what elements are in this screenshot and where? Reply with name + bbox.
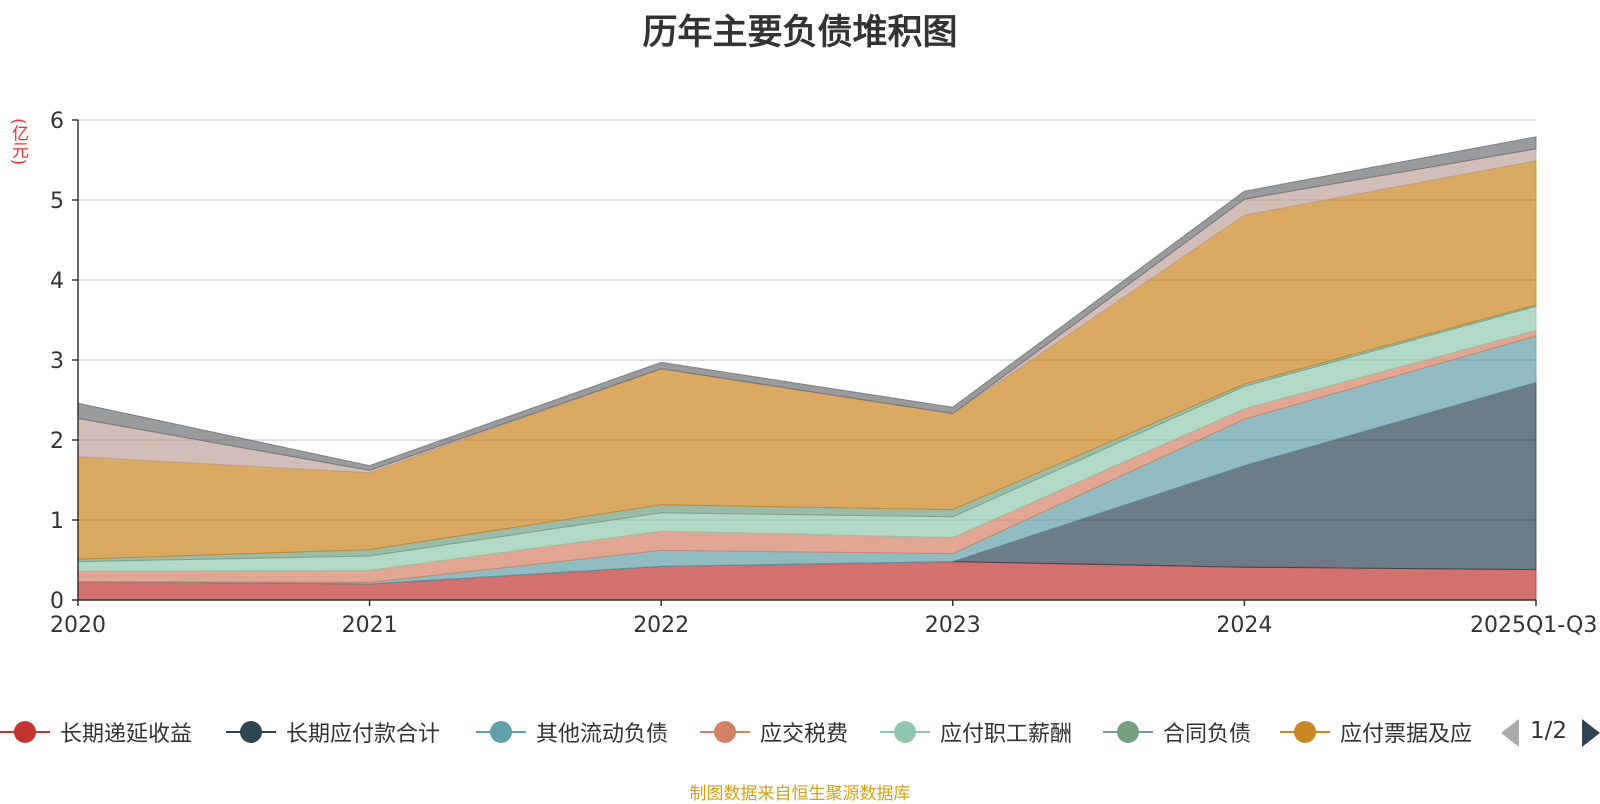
y-tick-label: 4 bbox=[50, 269, 64, 294]
legend-item[interactable]: 长期应付款合计 bbox=[226, 712, 440, 752]
x-tick-label: 2020 bbox=[50, 613, 106, 638]
legend-item[interactable]: 合同负债 bbox=[1103, 712, 1251, 752]
x-tick-label: 2025Q1-Q3 bbox=[1470, 613, 1597, 638]
y-tick-label: 0 bbox=[50, 589, 64, 614]
x-tick-label: 2022 bbox=[633, 613, 689, 638]
legend-swatch-icon bbox=[226, 720, 276, 744]
legend-page-indicator: 1/2 bbox=[1530, 718, 1568, 744]
legend-item[interactable]: 其他流动负债 bbox=[476, 712, 668, 752]
axes bbox=[72, 119, 1537, 606]
tick-labels: 0 1 2 3 4 5 6 2020 2021 2022 2023 2024 2025Q1-Q3 bbox=[50, 109, 1597, 638]
x-tick-label: 2021 bbox=[342, 613, 398, 638]
area-series bbox=[77, 136, 1537, 601]
y-tick-label: 2 bbox=[50, 429, 64, 454]
x-tick-label: 2023 bbox=[925, 613, 981, 638]
legend-prev-page-icon[interactable] bbox=[1501, 719, 1519, 747]
data-source-note: 制图数据来自恒生聚源数据库 bbox=[689, 784, 911, 804]
legend-label: 应付票据及应 bbox=[1340, 722, 1473, 747]
legend-label: 其他流动负债 bbox=[536, 722, 669, 747]
y-tick-label: 3 bbox=[50, 349, 64, 374]
legend-item[interactable]: 应交税费 bbox=[700, 712, 848, 752]
legend-item[interactable]: 长期递延收益 bbox=[0, 712, 192, 752]
y-axis-unit-label: (亿元) bbox=[8, 118, 28, 166]
x-tick-label: 2024 bbox=[1216, 613, 1272, 638]
legend-swatch-icon bbox=[1280, 720, 1330, 744]
area-series-9[interactable] bbox=[77, 136, 1537, 471]
legend-label: 合同负债 bbox=[1163, 722, 1252, 747]
legend-next-page-icon[interactable] bbox=[1582, 719, 1600, 747]
legend-item[interactable]: 应付职工薪酬 bbox=[880, 712, 1072, 752]
y-tick-label: 6 bbox=[50, 109, 64, 134]
legend-swatch-icon bbox=[476, 720, 526, 744]
legend-swatch-icon bbox=[880, 720, 930, 744]
legend-label: 长期应付款合计 bbox=[286, 722, 441, 747]
legend-swatch-icon bbox=[0, 720, 50, 744]
stacked-area-chart: 0 1 2 3 4 5 6 2020 2021 2022 2023 2024 2025Q1-Q3 bbox=[50, 109, 1597, 638]
y-tick-label: 5 bbox=[50, 189, 64, 214]
legend-label: 应付职工薪酬 bbox=[940, 722, 1073, 747]
legend-label: 应交税费 bbox=[760, 722, 849, 747]
legend-label: 长期递延收益 bbox=[60, 722, 193, 747]
legend-swatch-icon bbox=[700, 720, 750, 744]
y-tick-label: 1 bbox=[50, 509, 64, 534]
legend-swatch-icon bbox=[1103, 720, 1153, 744]
legend-item[interactable]: 应付票据及应 bbox=[1280, 712, 1472, 752]
chart-title: 历年主要负债堆积图 bbox=[642, 13, 958, 53]
legend: 长期递延收益 长期应付款合计 其他流动负债 应交税费 应付职工薪酬 合同负债 应付票据及应 bbox=[0, 712, 1600, 752]
